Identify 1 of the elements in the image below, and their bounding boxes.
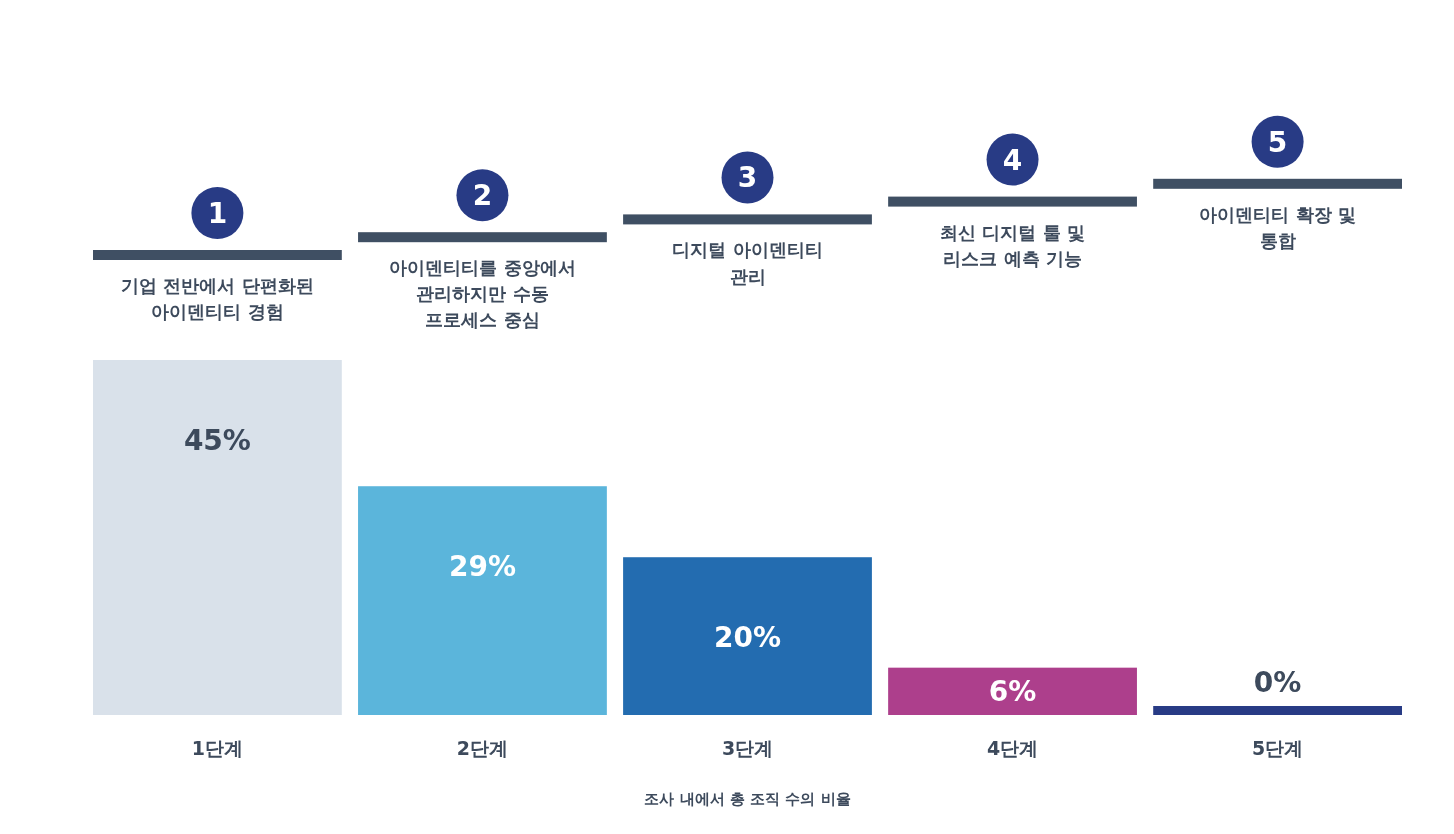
xlabel: 조사 내에서 총 조직 수의 비율 bbox=[644, 790, 851, 808]
